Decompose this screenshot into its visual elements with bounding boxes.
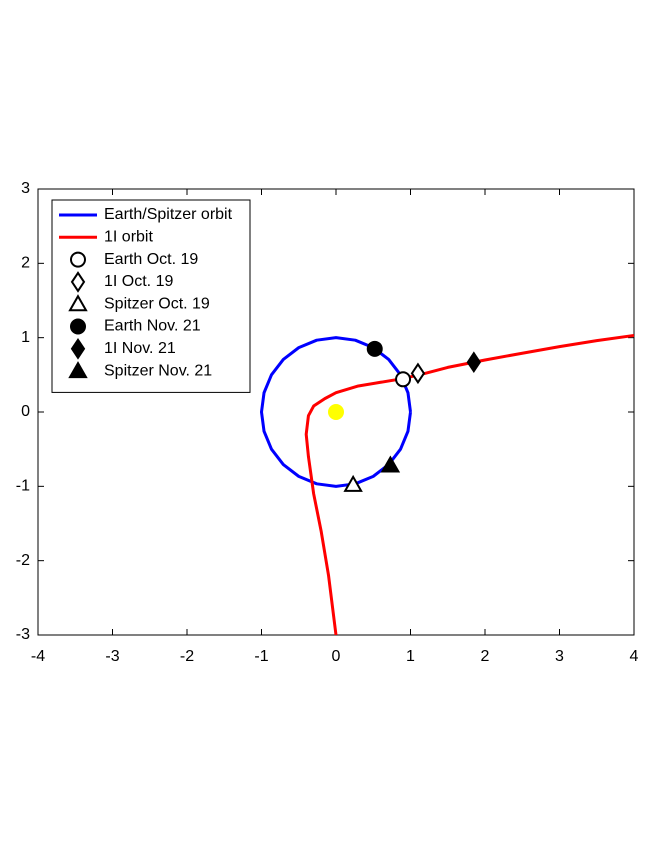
legend-label: 1I Nov. 21 — [104, 340, 176, 357]
legend-label: Spitzer Nov. 21 — [104, 362, 212, 379]
legend-label: Earth Nov. 21 — [104, 318, 201, 335]
x-tick-label: -1 — [254, 648, 268, 665]
legend-box — [51, 199, 251, 393]
x-tick-label: 0 — [332, 648, 341, 665]
y-tick-label: 1 — [21, 329, 30, 346]
y-tick-label: -1 — [16, 478, 30, 495]
legend-label: 1I Oct. 19 — [104, 273, 173, 290]
marker — [366, 340, 383, 357]
marker — [380, 455, 401, 473]
legend-label: Earth Oct. 19 — [104, 251, 198, 268]
legend: Earth/Spitzer orbit 1I orbit Earth Oct. 19… — [51, 199, 251, 393]
marker — [395, 371, 412, 388]
x-tick-label: 2 — [481, 648, 490, 665]
y-tick-label: -2 — [16, 552, 30, 569]
y-tick-label: 2 — [21, 255, 30, 272]
y-tick-label: -3 — [16, 626, 30, 643]
x-tick-label: -4 — [31, 648, 45, 665]
y-tick-label: 0 — [21, 403, 30, 420]
x-tick-label: 3 — [555, 648, 564, 665]
legend-marker — [68, 361, 88, 379]
y-tick-label: 3 — [21, 180, 30, 197]
legend-marker — [70, 318, 86, 335]
x-tick-label: 4 — [630, 648, 639, 665]
orbit-line — [304, 333, 635, 636]
x-tick-label: 1 — [406, 648, 415, 665]
legend-label: Spitzer Oct. 19 — [104, 295, 210, 312]
marker — [343, 474, 363, 492]
marker — [410, 362, 426, 385]
legend-label: 1I orbit — [104, 229, 153, 246]
legend-label: Earth/Spitzer orbit — [104, 206, 233, 223]
x-tick-label: -2 — [180, 648, 194, 665]
legend-marker — [70, 271, 86, 293]
legend-marker — [70, 251, 86, 268]
legend-marker — [68, 294, 88, 312]
marker — [466, 351, 482, 373]
legend-marker — [70, 337, 86, 360]
marker — [328, 404, 344, 420]
x-tick-label: -3 — [105, 648, 119, 665]
